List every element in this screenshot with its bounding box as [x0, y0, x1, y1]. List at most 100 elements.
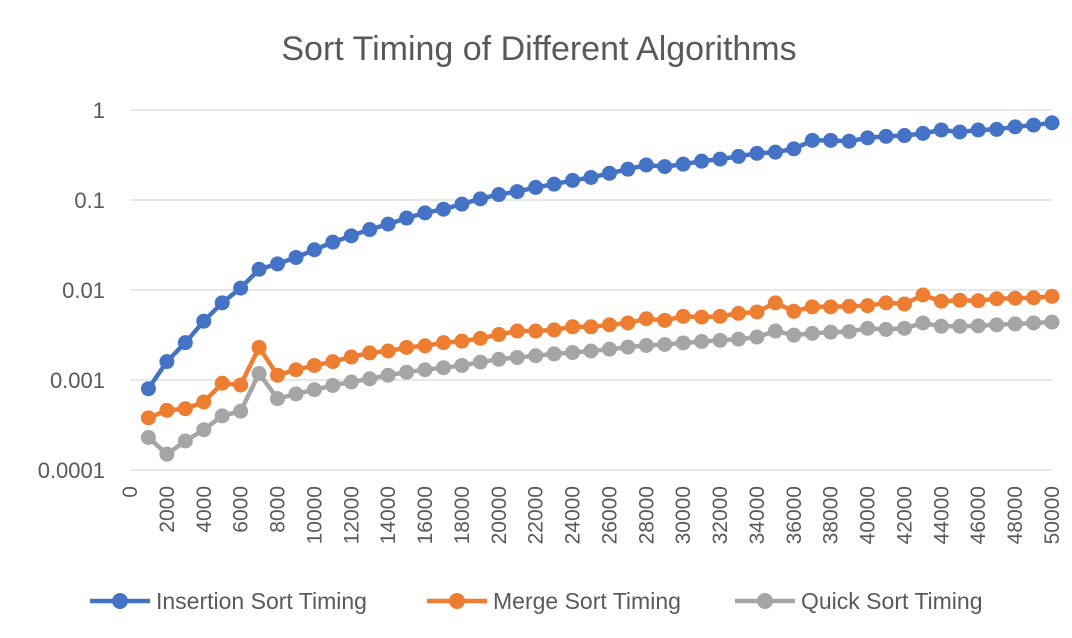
data-point [399, 364, 415, 380]
series-0 [140, 115, 1060, 397]
data-point [896, 296, 912, 312]
data-point [933, 293, 949, 309]
x-tick-label: 48000 [1004, 486, 1027, 544]
x-tick-label: 38000 [820, 486, 843, 544]
data-point [417, 338, 433, 354]
data-point [343, 228, 359, 244]
x-tick-label: 0 [119, 486, 142, 498]
x-tick-label: 34000 [746, 486, 769, 544]
x-tick-label: 44000 [930, 486, 953, 544]
data-point [749, 329, 765, 345]
data-point [823, 324, 839, 340]
data-point [251, 366, 267, 382]
data-point [417, 205, 433, 221]
legend: Insertion Sort Timing Merge Sort Timing Qu… [90, 588, 983, 614]
legend-item: Merge Sort Timing [427, 588, 681, 614]
data-point [933, 122, 949, 138]
data-point [306, 382, 322, 398]
data-point [270, 256, 286, 272]
x-tick-label: 10000 [303, 486, 326, 544]
data-point [970, 318, 986, 334]
data-point [306, 242, 322, 258]
x-tick-label: 8000 [267, 486, 290, 533]
data-point [528, 348, 544, 364]
data-point [601, 341, 617, 357]
data-point [638, 337, 654, 353]
data-point [491, 351, 507, 367]
legend-label: Insertion Sort Timing [156, 588, 367, 614]
data-point [841, 324, 857, 340]
data-point [749, 145, 765, 161]
data-point [804, 132, 820, 148]
legend-marker [757, 593, 773, 609]
data-point [546, 176, 562, 192]
data-point [546, 346, 562, 362]
data-point [731, 305, 747, 321]
data-point [472, 191, 488, 207]
y-tick-label: 0.001 [50, 368, 105, 393]
legend-item: Quick Sort Timing [735, 588, 983, 614]
data-point [546, 322, 562, 338]
data-point [435, 360, 451, 376]
data-point [1044, 115, 1060, 131]
x-tick-label: 36000 [783, 486, 806, 544]
data-point [657, 336, 673, 352]
data-point [970, 122, 986, 138]
data-point [435, 201, 451, 217]
y-tick-label: 1 [93, 98, 105, 123]
data-point [362, 345, 378, 361]
data-point [214, 295, 230, 311]
data-point [528, 323, 544, 339]
x-tick-label: 42000 [893, 486, 916, 544]
x-tick-label: 32000 [709, 486, 732, 544]
x-tick-label: 16000 [414, 486, 437, 544]
data-point [989, 121, 1005, 137]
data-point [601, 317, 617, 333]
data-point [177, 433, 193, 449]
data-point [675, 335, 691, 351]
data-point [472, 354, 488, 370]
data-point [1026, 117, 1042, 133]
data-point [767, 144, 783, 160]
data-point [435, 335, 451, 351]
data-point [325, 234, 341, 250]
data-point [140, 429, 156, 445]
data-point [177, 401, 193, 417]
y-tick-label: 0.1 [74, 188, 105, 213]
x-tick-label: 6000 [230, 486, 253, 533]
series-layer [140, 115, 1060, 462]
data-point [196, 394, 212, 410]
data-point [325, 354, 341, 370]
data-point [380, 343, 396, 359]
data-point [804, 325, 820, 341]
chart-title: Sort Timing of Different Algorithms [281, 30, 796, 68]
y-axis: 1 0.1 0.01 0.001 0.0001 [38, 98, 105, 483]
legend-label: Quick Sort Timing [801, 588, 983, 614]
data-point [233, 280, 249, 296]
x-tick-label: 12000 [340, 486, 363, 544]
data-point [896, 128, 912, 144]
data-point [823, 132, 839, 148]
data-point [601, 165, 617, 181]
legend-label: Merge Sort Timing [493, 588, 681, 614]
data-point [1007, 316, 1023, 332]
data-point [380, 216, 396, 232]
data-point [325, 377, 341, 393]
data-point [952, 318, 968, 334]
gridlines [130, 109, 1052, 471]
data-point [712, 332, 728, 348]
data-point [915, 315, 931, 331]
data-point [823, 299, 839, 315]
data-point [288, 249, 304, 265]
data-point [952, 292, 968, 308]
y-tick-label: 0.0001 [38, 458, 105, 483]
data-point [731, 331, 747, 347]
data-point [712, 151, 728, 167]
y-tick-label: 0.01 [62, 278, 105, 303]
data-point [1026, 315, 1042, 331]
data-point [251, 261, 267, 277]
x-tick-label: 30000 [672, 486, 695, 544]
data-point [583, 169, 599, 185]
x-tick-label: 2000 [156, 486, 179, 533]
